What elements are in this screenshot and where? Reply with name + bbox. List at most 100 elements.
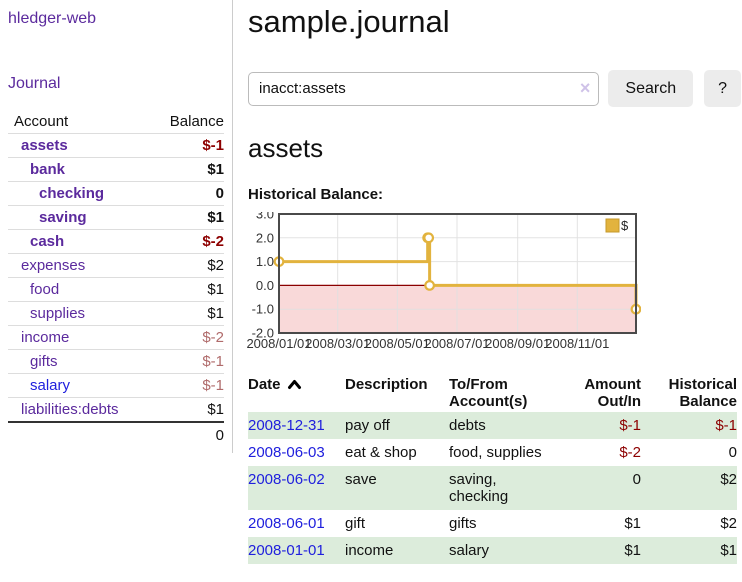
search-form: × Search ?	[248, 70, 741, 107]
section-title: assets	[248, 133, 324, 163]
register-header-balance: Historical Balance	[668, 376, 737, 410]
transaction-balance: $2	[720, 471, 737, 488]
app-title-link[interactable]: hledger-web	[8, 10, 97, 27]
transaction-accounts: food, supplies	[449, 444, 542, 461]
sidebar-account-balance: $2	[207, 257, 224, 274]
sidebar-account-balance: 0	[215, 185, 224, 202]
sidebar-account-row: expenses $2	[8, 254, 224, 278]
sidebar-account-row: salary $-1	[8, 374, 224, 398]
transaction-accounts: gifts	[449, 515, 477, 532]
transaction-balance: 0	[728, 444, 737, 461]
sidebar-account-balance: $-1	[202, 137, 224, 154]
accounts-total-value: 0	[152, 421, 224, 447]
transaction-amount: $-1	[619, 417, 641, 434]
transaction-date-link[interactable]: 2008-12-31	[248, 417, 325, 434]
transaction-date-link[interactable]: 2008-01-01	[248, 542, 325, 559]
accounts-header-account: Account	[8, 110, 153, 134]
table-row: 2008-01-01 income salary $1 $1	[248, 537, 737, 564]
sidebar-account-link[interactable]: expenses	[21, 257, 86, 274]
svg-text:2008/05/01: 2008/05/01	[365, 336, 430, 351]
chart-label: Historical Balance:	[248, 186, 384, 203]
table-row: 2008-06-03 eat & shop food, supplies $-2…	[248, 439, 737, 466]
sidebar-account-row: income $-2	[8, 326, 224, 350]
sidebar-account-link[interactable]: food	[30, 281, 60, 298]
sidebar-account-link[interactable]: income	[21, 329, 70, 346]
transaction-description: income	[345, 542, 394, 559]
sidebar-account-row: saving $1	[8, 206, 224, 230]
transaction-amount: $-2	[619, 444, 641, 461]
sidebar-account-link[interactable]: salary	[30, 377, 71, 394]
historical-balance-chart[interactable]: $3.0 2.0 1.0 0.0 -1.0 -2.0 2008/01/01 2008/03/0…	[241, 207, 642, 354]
transaction-description: pay off	[345, 417, 390, 434]
sidebar-account-balance: $1	[207, 401, 224, 418]
sidebar-account-row: bank $1	[8, 158, 224, 182]
transaction-description: eat & shop	[345, 444, 417, 461]
nav-journal-link[interactable]: Journal	[8, 75, 61, 92]
sidebar-account-row: gifts $-1	[8, 350, 224, 374]
accounts-header-row: Account Balance	[8, 110, 224, 134]
register-header-description: Description	[345, 376, 428, 393]
table-row: 2008-12-31 pay off debts $-1 $-1	[248, 412, 737, 439]
sidebar-account-link[interactable]: assets	[21, 137, 68, 154]
page-title: sample.journal	[248, 4, 450, 39]
main-content: sample.journal × Search ? assets Histori…	[233, 0, 741, 564]
transaction-description: gift	[345, 515, 366, 532]
sidebar-account-balance: $1	[207, 281, 224, 298]
accounts-header-balance: Balance	[152, 110, 224, 134]
register-header-amount: Amount Out/In	[584, 376, 641, 410]
app-layout: hledger-web Journal Account Balance asse…	[0, 0, 741, 564]
accounts-total-row: 0	[8, 421, 224, 447]
chart-svg: $3.0 2.0 1.0 0.0 -1.0 -2.02008/01/012008/03/0…	[246, 207, 642, 351]
sidebar-account-balance: $1	[207, 209, 224, 226]
table-row: 2008-06-02 save saving, checking 0 $2	[248, 466, 737, 510]
sidebar-account-link[interactable]: saving	[39, 209, 87, 226]
transaction-date-link[interactable]: 2008-06-01	[248, 515, 325, 532]
transaction-accounts: saving, checking	[449, 471, 509, 505]
sidebar-account-balance: $1	[207, 305, 224, 322]
svg-text:2008/07/01: 2008/07/01	[424, 336, 489, 351]
sidebar: hledger-web Journal Account Balance asse…	[0, 0, 233, 453]
sidebar-account-row: cash $-2	[8, 230, 224, 254]
register-table: Date Description To/From Account(s) Amou…	[248, 371, 737, 564]
sidebar-account-link[interactable]: gifts	[30, 353, 58, 370]
transaction-amount: $1	[624, 542, 641, 559]
sidebar-account-link[interactable]: cash	[30, 233, 65, 250]
svg-text:1.0: 1.0	[256, 254, 274, 269]
sidebar-account-row: checking 0	[8, 182, 224, 206]
svg-text:2008/11/01: 2008/11/01	[545, 336, 609, 351]
transaction-balance: $-1	[715, 417, 737, 434]
svg-text:2008/01/01: 2008/01/01	[246, 336, 311, 351]
sidebar-account-row: assets $-1	[8, 134, 224, 158]
transaction-amount: $1	[624, 515, 641, 532]
sidebar-account-balance: $-1	[202, 377, 224, 394]
searchbox: ×	[248, 71, 600, 106]
transaction-accounts: debts	[449, 417, 486, 434]
sort-asc-icon	[287, 377, 302, 394]
sidebar-account-link[interactable]: checking	[39, 185, 105, 202]
sidebar-account-balance: $-2	[202, 233, 224, 250]
register-header-date[interactable]: Date	[248, 371, 345, 412]
svg-text:2008/09/01: 2008/09/01	[485, 336, 550, 351]
sidebar-account-link[interactable]: bank	[30, 161, 66, 178]
sidebar-account-link[interactable]: supplies	[30, 305, 86, 322]
sidebar-account-row: supplies $1	[8, 302, 224, 326]
transaction-amount: 0	[632, 471, 641, 488]
svg-text:2.0: 2.0	[256, 230, 274, 245]
svg-text:2008/03/01: 2008/03/01	[305, 336, 370, 351]
svg-text:$: $	[621, 218, 629, 233]
sidebar-account-row: liabilities:debts $1	[8, 398, 224, 422]
sidebar-account-link[interactable]: liabilities:debts	[21, 401, 119, 418]
table-row: 2008-06-01 gift gifts $1 $2	[248, 510, 737, 537]
clear-icon[interactable]: ×	[579, 77, 591, 98]
svg-text:3.0: 3.0	[256, 212, 274, 222]
help-button[interactable]: ?	[704, 70, 741, 107]
transaction-date-link[interactable]: 2008-06-02	[248, 471, 325, 488]
register-header-accounts: To/From Account(s)	[449, 376, 528, 410]
search-input[interactable]	[248, 71, 600, 106]
transaction-description: save	[345, 471, 377, 488]
register-header-row: Date Description To/From Account(s) Amou…	[248, 371, 737, 412]
transaction-date-link[interactable]: 2008-06-03	[248, 444, 325, 461]
sidebar-account-balance: $1	[207, 161, 224, 178]
accounts-table: Account Balance assets $-1 bank $1 check…	[8, 110, 224, 447]
search-button[interactable]: Search	[608, 70, 694, 107]
